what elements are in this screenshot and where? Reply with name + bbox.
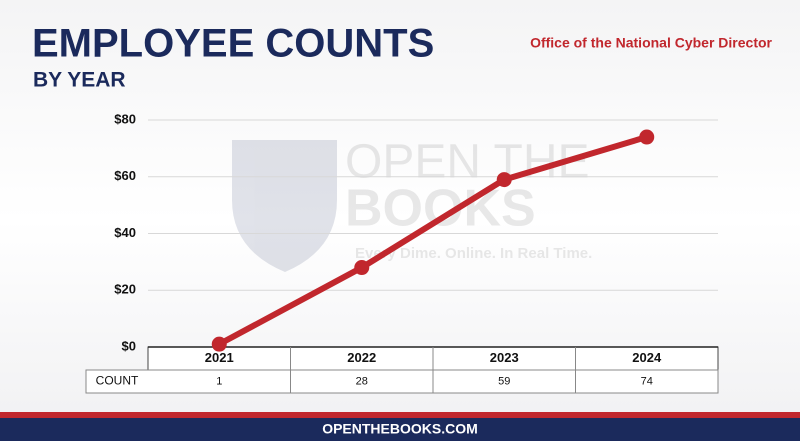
watermark: OPEN THE BOOKS Every Dime. Online. In Re… xyxy=(232,136,592,272)
table-value: 74 xyxy=(641,375,653,387)
y-tick-label: $20 xyxy=(114,282,136,297)
table-value: 1 xyxy=(216,375,222,387)
y-tick-label: $80 xyxy=(114,111,136,126)
row-label: COUNT xyxy=(96,374,139,388)
table-value: 59 xyxy=(498,375,510,387)
annotation: Office of the National Cyber Director xyxy=(530,35,772,51)
table-value: 28 xyxy=(356,375,368,387)
footer-band xyxy=(0,418,800,441)
watermark-text: OPEN THE xyxy=(345,136,590,189)
x-tick-label: 2022 xyxy=(347,350,376,365)
point xyxy=(354,260,370,276)
chart-title: EMPLOYEE COUNTS xyxy=(32,22,434,66)
x-tick-label: 2024 xyxy=(632,350,662,365)
watermark-text: BOOKS xyxy=(345,180,536,238)
point xyxy=(639,129,655,145)
line xyxy=(217,134,648,347)
footer-stripe xyxy=(0,412,800,418)
watermark-text: Every Dime. Online. In Real Time. xyxy=(355,245,592,262)
y-tick-label: $0 xyxy=(122,338,136,353)
watermark-shield xyxy=(232,140,337,272)
table-row xyxy=(85,369,719,394)
x-tick-label: 2021 xyxy=(205,350,234,365)
y-tick-label: $40 xyxy=(114,225,136,240)
y-tick-label: $60 xyxy=(114,168,136,183)
point xyxy=(211,336,227,352)
footer-text: OPENTHEBOOKS.COM xyxy=(322,421,478,437)
point xyxy=(496,172,512,188)
x-tick-label: 2023 xyxy=(490,350,519,365)
chart-subtitle: BY YEAR xyxy=(33,69,126,92)
